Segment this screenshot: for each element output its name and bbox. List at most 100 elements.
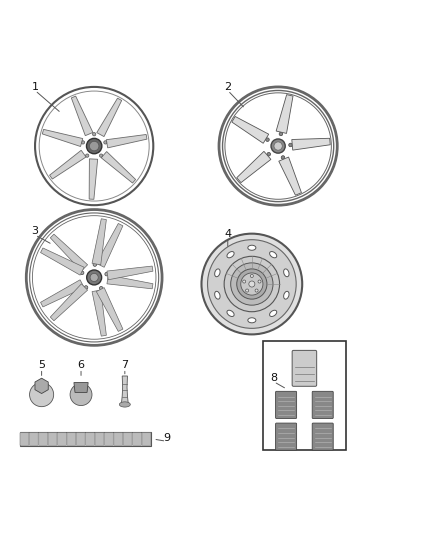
Circle shape [243,280,246,283]
Circle shape [281,156,285,159]
Polygon shape [35,378,48,393]
Circle shape [246,289,249,292]
Text: 7: 7 [121,360,128,370]
Circle shape [251,274,253,278]
Ellipse shape [248,245,256,251]
FancyBboxPatch shape [123,433,132,446]
Polygon shape [96,223,123,267]
Polygon shape [107,275,153,289]
Circle shape [80,271,84,274]
FancyBboxPatch shape [114,433,123,446]
Ellipse shape [119,402,130,407]
FancyBboxPatch shape [67,433,76,446]
Ellipse shape [269,310,277,317]
Polygon shape [97,98,122,136]
Circle shape [105,272,108,276]
Polygon shape [42,130,83,147]
Ellipse shape [248,318,256,323]
Circle shape [208,240,296,328]
Circle shape [86,139,102,154]
FancyBboxPatch shape [142,433,151,446]
Circle shape [84,286,88,289]
Ellipse shape [227,252,234,258]
Polygon shape [49,150,86,179]
Circle shape [267,152,271,156]
Polygon shape [41,280,84,307]
FancyBboxPatch shape [105,433,113,446]
Circle shape [289,143,292,147]
FancyBboxPatch shape [292,350,317,386]
Polygon shape [92,219,106,265]
Circle shape [279,132,283,136]
FancyBboxPatch shape [48,433,57,446]
FancyBboxPatch shape [39,433,48,446]
Circle shape [99,287,103,290]
FancyBboxPatch shape [20,433,29,446]
Circle shape [90,273,98,281]
FancyBboxPatch shape [312,423,333,450]
Text: 2: 2 [224,82,231,92]
Ellipse shape [269,252,277,258]
Circle shape [104,141,107,144]
Ellipse shape [284,269,289,277]
Circle shape [274,142,282,150]
FancyBboxPatch shape [133,433,141,446]
FancyBboxPatch shape [312,391,333,418]
FancyBboxPatch shape [86,433,95,446]
FancyBboxPatch shape [76,433,85,446]
Ellipse shape [215,269,220,277]
Polygon shape [41,248,84,275]
Polygon shape [107,266,153,280]
Circle shape [271,139,285,153]
Circle shape [87,270,102,285]
FancyBboxPatch shape [20,432,151,446]
Circle shape [89,141,99,151]
Text: 9: 9 [163,433,170,443]
Polygon shape [232,117,268,143]
Text: 8: 8 [270,373,277,383]
Polygon shape [74,383,88,392]
Circle shape [241,273,263,295]
Circle shape [92,133,96,136]
Ellipse shape [215,292,220,299]
Circle shape [255,289,258,292]
Polygon shape [71,96,93,136]
FancyBboxPatch shape [276,423,297,450]
Polygon shape [101,151,136,183]
Circle shape [29,383,53,407]
Circle shape [70,384,92,406]
Text: 5: 5 [38,360,45,370]
FancyBboxPatch shape [276,391,297,418]
Text: 4: 4 [224,229,231,239]
FancyBboxPatch shape [29,433,38,446]
Polygon shape [292,138,330,150]
FancyBboxPatch shape [57,433,66,446]
Circle shape [201,233,302,334]
Circle shape [224,256,279,312]
Polygon shape [106,134,147,148]
Polygon shape [237,151,271,183]
Polygon shape [276,95,293,133]
Circle shape [266,138,269,141]
Circle shape [81,141,85,144]
Circle shape [237,269,267,299]
Text: 3: 3 [32,227,39,237]
Text: 6: 6 [78,360,85,370]
Circle shape [93,263,97,266]
FancyBboxPatch shape [95,433,104,446]
Text: 1: 1 [32,82,39,92]
Ellipse shape [227,310,234,317]
Polygon shape [89,159,98,199]
Polygon shape [279,157,301,195]
Circle shape [231,263,273,305]
Circle shape [249,281,255,287]
Circle shape [85,154,89,157]
Ellipse shape [284,292,289,299]
Polygon shape [96,288,123,332]
Polygon shape [121,376,128,405]
Polygon shape [50,284,88,321]
Circle shape [99,154,103,157]
Circle shape [258,280,261,283]
Polygon shape [50,234,88,271]
Polygon shape [92,290,106,336]
